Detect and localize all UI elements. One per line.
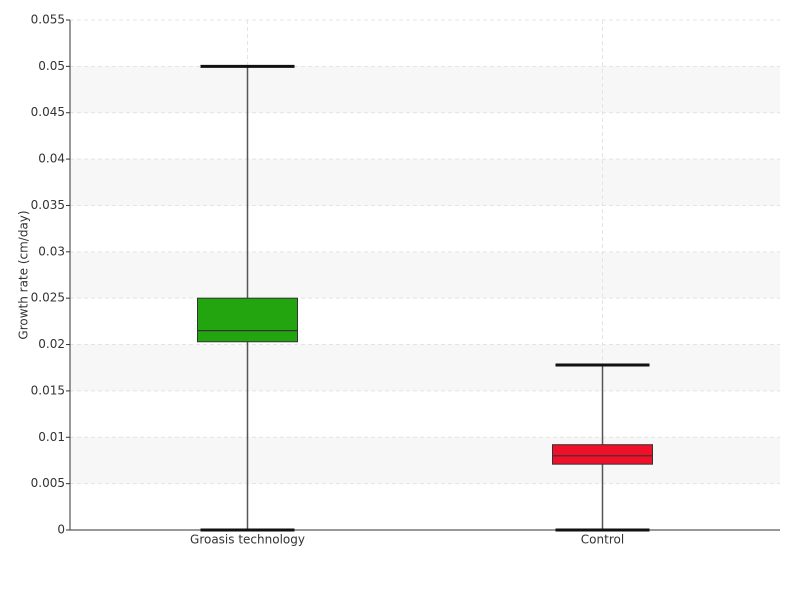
y-tick-label: 0.015 (31, 383, 65, 397)
grid-band (70, 344, 780, 391)
y-tick-label: 0.055 (31, 13, 65, 27)
grid-band (70, 66, 780, 113)
y-tick-label: 0.035 (31, 198, 65, 212)
y-tick-label: 0.02 (38, 337, 65, 351)
y-tick-label: 0.045 (31, 105, 65, 119)
box (197, 297, 298, 343)
grid-band (70, 251, 780, 299)
grid-band (70, 159, 780, 206)
box (552, 444, 653, 465)
x-tick-label: Control (581, 533, 624, 547)
y-axis-label: Growth rate (cm/day) (17, 210, 31, 339)
x-tick-label: Groasis technology (190, 533, 305, 547)
grid-band (70, 437, 780, 484)
y-tick-label: 0.005 (31, 476, 65, 490)
y-tick-label: 0 (57, 523, 65, 537)
y-tick-label: 0.03 (38, 244, 65, 258)
y-tick-label: 0.025 (31, 291, 65, 305)
y-tick-label: 0.01 (38, 430, 65, 444)
y-tick-label: 0.05 (38, 59, 65, 73)
y-tick-label: 0.04 (38, 152, 65, 166)
